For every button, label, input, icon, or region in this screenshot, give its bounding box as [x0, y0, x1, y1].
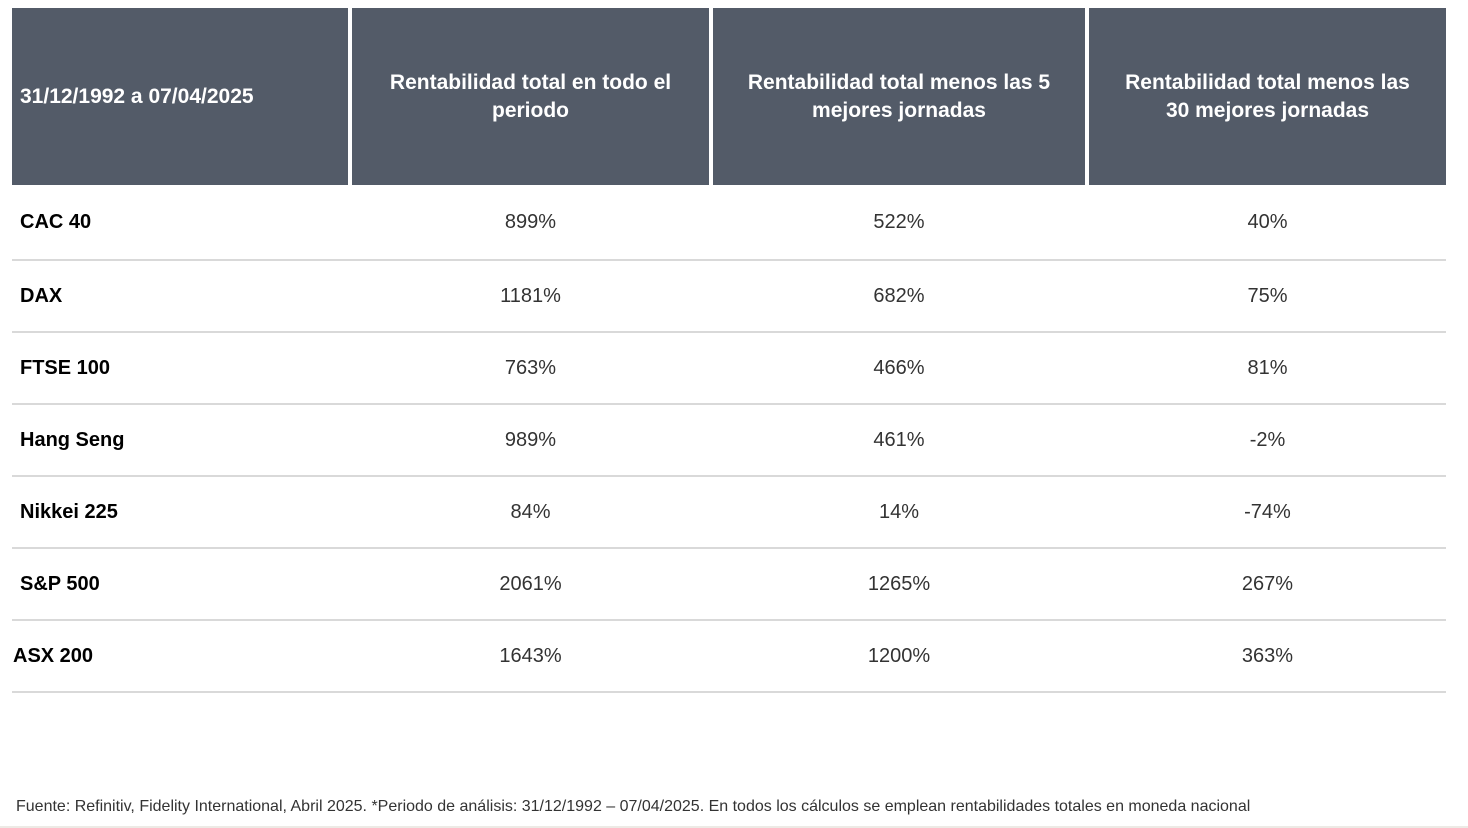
value-minus-5-days: 14%	[878, 500, 920, 523]
value-minus-30-days: 40%	[1247, 210, 1288, 233]
table-header-row: 31/12/1992 a 07/04/2025 Rentabilidad tot…	[12, 8, 1446, 185]
header-period-cell: 31/12/1992 a 07/04/2025	[12, 8, 348, 185]
value-minus-30-days: -74%	[1244, 500, 1291, 523]
value-total-period: 2061%	[499, 572, 562, 595]
header-col-total-period: Rentabilidad total en todo el periodo	[352, 8, 709, 185]
value-total-period: 84%	[510, 500, 551, 523]
value-total-period: 1643%	[499, 644, 562, 667]
index-label: ASX 200	[13, 644, 94, 667]
table-row: FTSE 100 763% 466% 81%	[12, 333, 1446, 405]
value-minus-30-days: 75%	[1247, 284, 1288, 307]
header-col-minus-5-days: Rentabilidad total menos las 5 mejores j…	[713, 8, 1085, 185]
bottom-divider	[0, 826, 1468, 828]
value-minus-5-days: 1265%	[867, 572, 931, 595]
value-total-period: 989%	[504, 428, 557, 451]
table-row: S&P 500 2061% 1265% 267%	[12, 549, 1446, 621]
table-row: Nikkei 225 84% 14% -74%	[12, 477, 1446, 549]
value-total-period: 763%	[504, 356, 557, 379]
value-minus-5-days: 1200%	[867, 644, 931, 667]
value-minus-5-days: 522%	[873, 210, 925, 233]
table-row: Hang Seng 989% 461% -2%	[12, 405, 1446, 477]
index-label: FTSE 100	[20, 356, 111, 379]
value-minus-30-days: 267%	[1241, 572, 1294, 595]
value-total-period: 899%	[504, 210, 557, 233]
value-minus-5-days: 466%	[873, 356, 925, 379]
value-minus-30-days: 81%	[1247, 356, 1288, 379]
header-period-label: 31/12/1992 a 07/04/2025	[20, 84, 254, 108]
source-note: Fuente: Refinitiv, Fidelity Internationa…	[16, 798, 1251, 815]
index-label: Nikkei 225	[20, 500, 118, 523]
value-total-period: 1181%	[500, 284, 561, 307]
value-minus-30-days: -2%	[1249, 428, 1286, 451]
index-label: S&P 500	[20, 572, 100, 595]
index-label: DAX	[20, 284, 63, 307]
index-label: Hang Seng	[20, 428, 125, 451]
value-minus-5-days: 461%	[873, 428, 925, 451]
table-row: CAC 40 899% 522% 40%	[12, 185, 1446, 261]
header-col-minus-30-days: Rentabilidad total menos las 30 mejores …	[1089, 8, 1446, 185]
value-minus-30-days: 363%	[1241, 644, 1294, 667]
index-label: CAC 40	[20, 210, 92, 233]
value-minus-5-days: 682%	[873, 284, 925, 307]
table-row: ASX 200 1643% 1200% 363%	[12, 621, 1446, 693]
returns-table: 31/12/1992 a 07/04/2025 Rentabilidad tot…	[12, 8, 1446, 693]
table-row: DAX 1181% 682% 75%	[12, 261, 1446, 333]
